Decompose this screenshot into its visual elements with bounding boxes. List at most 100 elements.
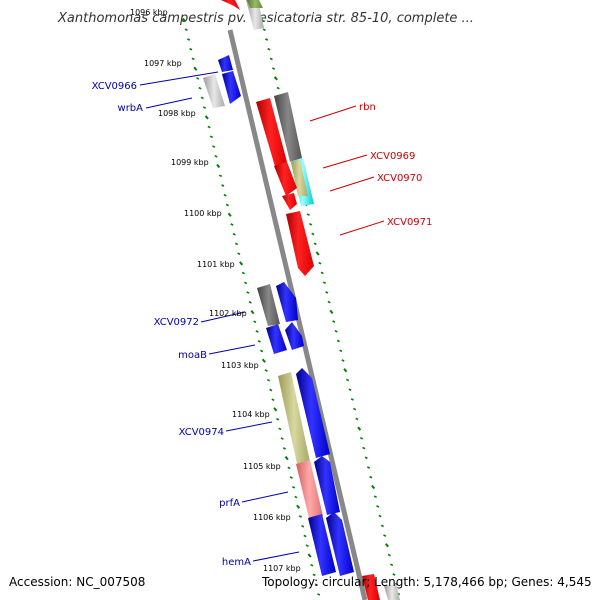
tick-mark [334,329,338,333]
tick-mark [343,368,348,373]
tick-mark [298,515,302,518]
gene-features [203,0,400,600]
gene-arrow[interactable] [247,0,263,8]
tick-mark [261,358,266,363]
kbp-label: 1096 kbp [130,8,168,17]
tick-mark [271,398,275,402]
kbp-label: 1106 kbp [253,513,291,522]
tick-mark [362,446,366,450]
tick-mark [212,145,216,148]
gene-label-wrba[interactable]: wrbA [118,103,144,114]
gene-arrow[interactable] [362,574,380,600]
tick-mark [320,271,324,275]
gene-label-prfa[interactable]: prfA [219,498,240,509]
kbp-label: 1101 kbp [197,260,235,269]
tick-mark [282,447,286,450]
tick-mark [350,398,354,401]
tick-mark [355,417,359,421]
tick-mark [373,495,377,499]
tick-mark [371,484,376,490]
gene-arrow-xcv0966[interactable] [218,55,233,72]
tick-mark [272,67,276,70]
tick-mark [284,455,289,461]
tick-mark [227,212,232,217]
tick-mark [189,47,193,51]
tick-mark [276,417,280,421]
tick-mark [223,193,227,197]
gene-arrow-xcv0974[interactable] [278,372,310,464]
tick-mark [366,466,371,469]
accession-text: Accession: NC_007508 [9,575,146,589]
gene-arrow[interactable] [314,456,340,515]
tick-mark [313,242,317,246]
gene-label-xcv0974[interactable]: XCV0974 [179,427,224,438]
kbp-label: 1104 kbp [232,410,270,419]
gene-arrow-rbn[interactable] [256,98,287,170]
label-leader-lines [139,71,385,562]
gene-arrow[interactable] [291,160,308,196]
tick-mark [248,300,252,304]
tick-mark [353,407,357,411]
tick-mark [369,475,373,479]
gene-label-xcv0971[interactable]: XCV0971 [387,217,432,228]
tick-mark [267,47,271,51]
tick-mark [255,330,259,333]
tick-mark [237,252,241,256]
gene-arrow-xcv0969[interactable] [274,162,297,196]
tick-mark [232,232,236,236]
gene-arrow[interactable] [221,0,240,10]
gene-arrow[interactable] [384,584,400,600]
gene-arrow-xcv0971[interactable] [286,211,314,276]
tick-mark [311,232,315,236]
gene-arrow-prfa[interactable] [296,460,323,518]
tick-mark [329,309,334,315]
tick-mark [280,437,284,440]
gene-arrow[interactable] [203,74,225,108]
tick-mark [294,495,298,499]
gene-arrow[interactable] [257,284,280,326]
tick-mark [394,582,398,586]
gene-label-xcv0972[interactable]: XCV0972 [154,317,199,328]
tick-mark [196,77,200,80]
tick-mark [305,544,309,548]
kbp-label: 1107 kbp [263,564,301,573]
tick-mark [266,378,271,382]
gene-arrow-hema[interactable] [308,514,336,576]
gene-arrow[interactable] [274,92,302,162]
gene-label-rbn[interactable]: rbn [359,102,376,113]
gene-arrow-xcv0972[interactable] [276,282,298,322]
gene-arrow[interactable] [326,512,354,576]
gene-labels: XCV0966 wrbA rbn XCV0969 XCV0970 XCV0971… [92,81,433,568]
tick-mark [307,553,312,558]
tick-mark [359,436,364,440]
gene-label-hema[interactable]: hemA [222,557,251,568]
tick-mark [310,563,314,567]
kbp-labels: 1096 kbp 1097 kbp 1098 kbp 1099 kbp 1100… [130,8,301,573]
tick-mark [376,505,380,508]
gene-label-xcv0966[interactable]: XCV0966 [92,81,137,92]
gene-arrow[interactable] [285,322,304,350]
tick-mark [221,184,225,187]
gene-label-xcv0970[interactable]: XCV0970 [377,173,422,184]
tick-mark [269,57,273,61]
gene-arrow-xcv0970[interactable] [282,193,297,210]
gene-arrow-wrba[interactable] [222,71,241,104]
gene-arrow-moab[interactable] [266,324,287,354]
kbp-label: 1103 kbp [221,361,259,370]
tick-mark [312,573,316,577]
gene-label-moab[interactable]: moaB [178,350,207,361]
tick-mark [276,86,280,90]
tick-mark [287,466,291,470]
gene-label-xcv0969[interactable]: XCV0969 [370,151,415,162]
tick-mark [317,593,321,596]
tick-mark [314,583,318,587]
tick-mark [202,106,207,109]
gene-arrow[interactable] [296,368,330,458]
tick-mark [257,339,261,343]
tick-mark [292,485,296,489]
tick-mark [306,213,310,216]
tick-mark [387,553,391,557]
tick-mark [339,349,343,353]
tick-mark [207,125,211,129]
